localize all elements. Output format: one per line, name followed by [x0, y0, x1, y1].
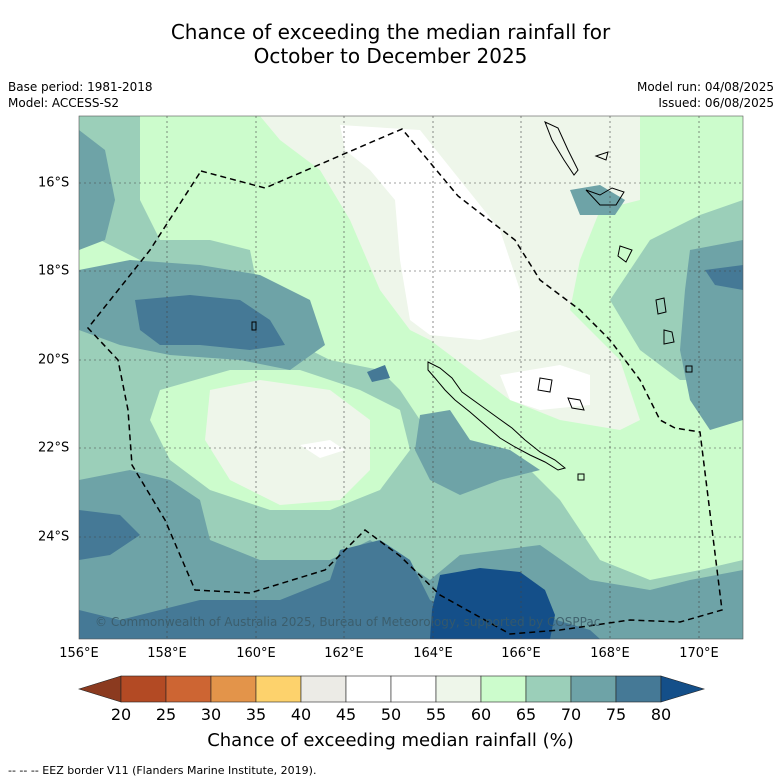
lon-label: 158°E — [147, 646, 187, 661]
colorbar-tick-label: 60 — [471, 705, 491, 724]
eez-note: -- -- -- EEZ border V11 (Flanders Marine… — [8, 764, 316, 777]
colorbar-tick-label: 65 — [516, 705, 536, 724]
colorbar-swatch — [211, 676, 256, 702]
lon-label: 162°E — [324, 646, 364, 661]
lat-label: 20°S — [38, 353, 69, 368]
lat-label: 16°S — [38, 176, 69, 191]
contour-field — [79, 116, 743, 639]
colorbar-tick-label: 30 — [201, 705, 221, 724]
lat-label: 24°S — [38, 530, 69, 545]
colorbar-swatch — [526, 676, 571, 702]
lon-label: 164°E — [413, 646, 453, 661]
colorbar-tick-label: 50 — [381, 705, 401, 724]
colorbar — [79, 676, 704, 702]
colorbar-swatch — [346, 676, 391, 702]
colorbar-swatch — [166, 676, 211, 702]
colorbar-swatch — [481, 676, 526, 702]
rainfall-map — [0, 0, 781, 781]
copyright-notice: © Commonwealth of Australia 2025, Bureau… — [95, 615, 600, 629]
lon-label: 156°E — [59, 646, 99, 661]
colorbar-over-arrow — [661, 676, 704, 702]
colorbar-swatch — [436, 676, 481, 702]
colorbar-tick-label: 55 — [426, 705, 446, 724]
lat-label: 18°S — [38, 264, 69, 279]
lon-label: 168°E — [590, 646, 630, 661]
colorbar-swatch — [571, 676, 616, 702]
colorbar-tick-label: 35 — [246, 705, 266, 724]
lon-label: 160°E — [236, 646, 276, 661]
colorbar-swatch — [121, 676, 166, 702]
colorbar-tick-label: 70 — [561, 705, 581, 724]
colorbar-swatch — [301, 676, 346, 702]
colorbar-tick-label: 20 — [111, 705, 131, 724]
colorbar-tick-label: 40 — [291, 705, 311, 724]
lon-label: 170°E — [679, 646, 719, 661]
colorbar-under-arrow — [79, 676, 121, 702]
colorbar-tick-label: 80 — [651, 705, 671, 724]
lon-label: 166°E — [501, 646, 541, 661]
lat-label: 22°S — [38, 441, 69, 456]
colorbar-tick-label: 45 — [336, 705, 356, 724]
colorbar-tick-label: 25 — [156, 705, 176, 724]
colorbar-swatch — [391, 676, 436, 702]
colorbar-tick-label: 75 — [606, 705, 626, 724]
colorbar-label: Chance of exceeding median rainfall (%) — [0, 730, 781, 751]
colorbar-swatch — [256, 676, 301, 702]
colorbar-swatch — [616, 676, 661, 702]
